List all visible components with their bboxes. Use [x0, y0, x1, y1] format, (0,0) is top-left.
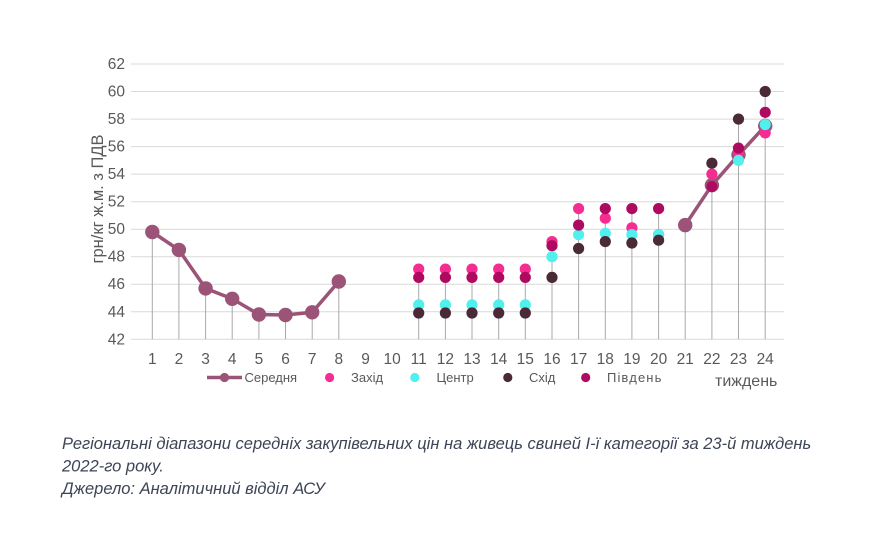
- svg-text:44: 44: [108, 304, 126, 321]
- svg-text:11: 11: [411, 351, 427, 368]
- svg-text:54: 54: [108, 166, 126, 183]
- svg-text:21: 21: [677, 351, 694, 368]
- svg-text:5: 5: [255, 351, 264, 368]
- svg-text:Південь: Південь: [607, 370, 662, 385]
- svg-text:Середня: Середня: [245, 370, 298, 385]
- svg-text:7: 7: [308, 351, 317, 368]
- svg-text:60: 60: [108, 84, 126, 101]
- svg-text:8: 8: [334, 351, 343, 368]
- svg-text:13: 13: [463, 351, 480, 368]
- svg-text:Регіональні діапазони середніх: Регіональні діапазони середніх закупівел…: [62, 435, 811, 453]
- svg-text:42: 42: [108, 331, 125, 348]
- svg-text:2022-го року.: 2022-го року.: [61, 458, 164, 476]
- svg-text:Захід: Захід: [351, 370, 383, 385]
- svg-text:12: 12: [437, 351, 454, 368]
- svg-text:18: 18: [597, 351, 614, 368]
- svg-text:9: 9: [361, 351, 370, 368]
- svg-text:23: 23: [730, 351, 747, 368]
- svg-text:6: 6: [281, 351, 290, 368]
- svg-text:48: 48: [108, 249, 125, 266]
- svg-text:2: 2: [175, 351, 184, 368]
- svg-text:16: 16: [543, 351, 560, 368]
- svg-text:Центр: Центр: [437, 370, 474, 385]
- svg-text:17: 17: [570, 351, 587, 368]
- svg-text:58: 58: [108, 111, 125, 128]
- svg-text:Джерело: Аналітичний відділ АС: Джерело: Аналітичний відділ АСУ: [60, 480, 326, 498]
- svg-text:20: 20: [650, 351, 668, 368]
- svg-text:56: 56: [108, 139, 125, 156]
- svg-text:4: 4: [228, 351, 237, 368]
- svg-text:1: 1: [148, 351, 157, 368]
- svg-text:Схід: Схід: [529, 370, 556, 385]
- svg-text:50: 50: [108, 221, 126, 238]
- svg-text:46: 46: [108, 276, 125, 293]
- svg-text:62: 62: [108, 56, 125, 73]
- svg-text:52: 52: [108, 194, 125, 211]
- svg-text:10: 10: [383, 351, 401, 368]
- svg-text:3: 3: [201, 351, 210, 368]
- svg-text:19: 19: [623, 351, 640, 368]
- svg-text:грн/кг ж.м. з ПДВ: грн/кг ж.м. з ПДВ: [89, 134, 107, 263]
- svg-text:22: 22: [703, 351, 720, 368]
- svg-text:24: 24: [757, 351, 775, 368]
- svg-text:15: 15: [517, 351, 534, 368]
- svg-text:тиждень: тиждень: [715, 373, 777, 390]
- svg-text:14: 14: [490, 351, 508, 368]
